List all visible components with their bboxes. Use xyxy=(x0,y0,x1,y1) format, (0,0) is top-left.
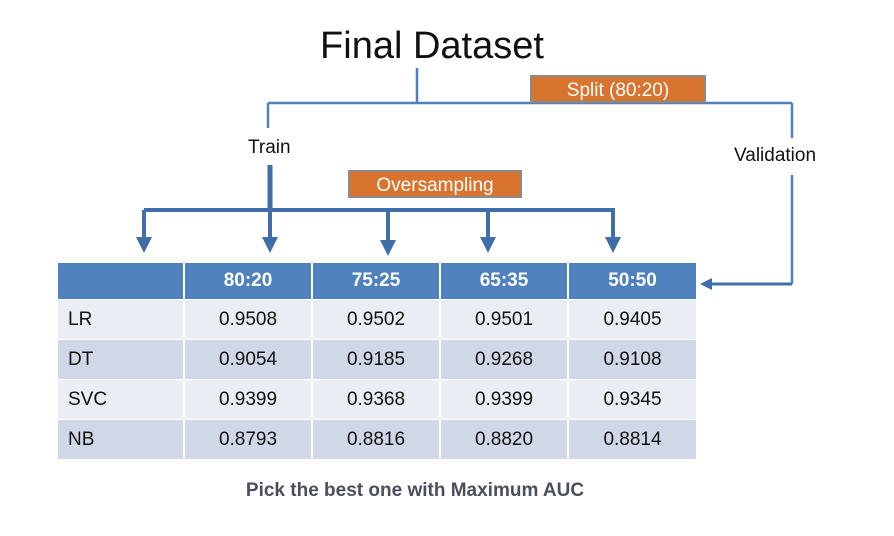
page-title: Final Dataset xyxy=(320,25,544,67)
table-cell: 0.9268 xyxy=(440,339,569,380)
table-cell: 0.9345 xyxy=(568,379,696,420)
footer-note: Pick the best one with Maximum AUC xyxy=(245,480,585,501)
row-header: NB xyxy=(58,419,185,459)
table-cell: 0.9399 xyxy=(440,379,569,420)
column-header: 75:25 xyxy=(312,263,441,300)
table-row: NB 0.8793 0.8816 0.8820 0.8814 xyxy=(58,419,696,459)
column-header: 65:35 xyxy=(440,263,569,300)
table-cell: 0.8814 xyxy=(568,419,696,459)
table-cell: 0.9399 xyxy=(184,379,313,420)
validation-label: Validation xyxy=(734,145,817,166)
table-cell: 0.9502 xyxy=(312,299,441,340)
table-cell: 0.8816 xyxy=(312,419,441,459)
oversampling-tag: Oversampling xyxy=(348,170,522,198)
table-cell: 0.9185 xyxy=(312,339,441,380)
results-table: 80:20 75:25 65:35 50:50 LR 0.9508 0.9502… xyxy=(58,263,696,459)
table-cell: 0.8820 xyxy=(440,419,569,459)
table-row: LR 0.9508 0.9502 0.9501 0.9405 xyxy=(58,299,696,340)
train-label: Train xyxy=(248,137,291,158)
column-header: 50:50 xyxy=(568,263,696,300)
table-cell: 0.9508 xyxy=(184,299,313,340)
row-header: LR xyxy=(58,299,185,340)
table-header-row: 80:20 75:25 65:35 50:50 xyxy=(58,263,696,300)
column-header: 80:20 xyxy=(184,263,313,300)
row-header: SVC xyxy=(58,379,185,420)
table-cell: 0.9108 xyxy=(568,339,696,380)
table-row: DT 0.9054 0.9185 0.9268 0.9108 xyxy=(58,339,696,380)
header-corner xyxy=(58,263,185,300)
table-cell: 0.9501 xyxy=(440,299,569,340)
split-tag: Split (80:20) xyxy=(530,75,706,103)
table-cell: 0.9368 xyxy=(312,379,441,420)
row-header: DT xyxy=(58,339,185,380)
table-row: SVC 0.9399 0.9368 0.9399 0.9345 xyxy=(58,379,696,420)
table-cell: 0.9054 xyxy=(184,339,313,380)
table-cell: 0.9405 xyxy=(568,299,696,340)
table-cell: 0.8793 xyxy=(184,419,313,459)
